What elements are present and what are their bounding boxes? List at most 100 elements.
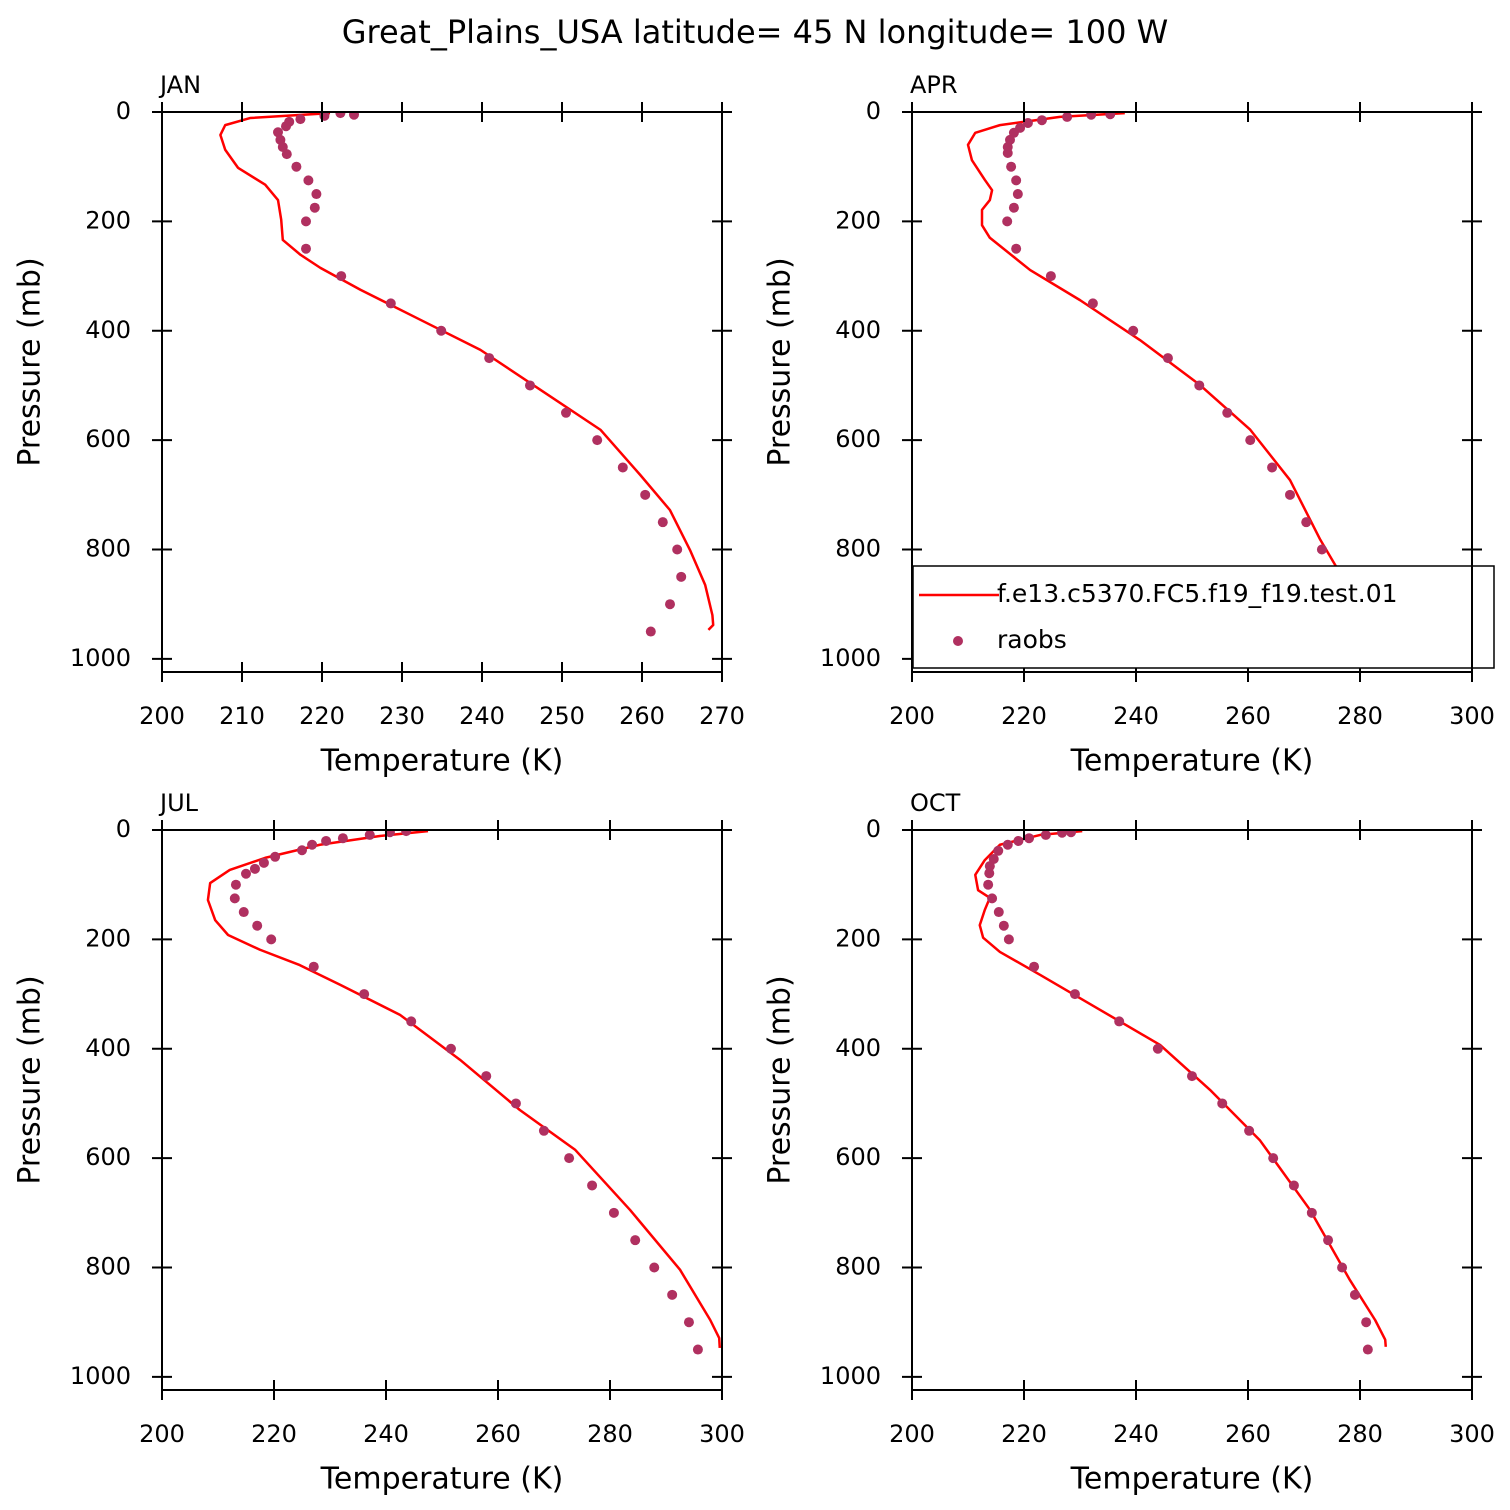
x-axis-label: Temperature (K) (320, 744, 564, 779)
x-tick-label: 250 (539, 702, 585, 730)
x-axis-label: Temperature (K) (320, 1462, 564, 1497)
y-tick-label: 200 (835, 924, 881, 952)
x-tick-label: 210 (219, 702, 265, 730)
x-tick-label: 220 (251, 1420, 297, 1448)
y-tick-label: 400 (85, 316, 131, 344)
obs-point (1285, 489, 1295, 500)
obs-point (564, 1153, 575, 1164)
figure-title: Great_Plains_USA latitude= 45 N longitud… (342, 13, 1169, 51)
obs-point (510, 1098, 521, 1109)
obs-point (993, 845, 1004, 856)
obs-point (484, 353, 495, 364)
obs-point (1323, 1235, 1334, 1246)
obs-point (1222, 407, 1233, 418)
x-axis-label: Temperature (K) (1070, 744, 1314, 779)
obs-point (1045, 271, 1056, 282)
obs-point (309, 202, 320, 213)
obs-point (1002, 148, 1013, 159)
obs-point (1268, 1153, 1279, 1164)
obs-point (1162, 353, 1173, 364)
obs-point (538, 1125, 549, 1136)
obs-point (230, 879, 241, 890)
obs-point (645, 626, 656, 637)
profile-line (206, 830, 722, 1348)
x-axis-label: Temperature (K) (1070, 1462, 1314, 1497)
obs-point (1361, 1317, 1372, 1328)
plot-frame (911, 829, 1473, 1391)
obs-point (1337, 1262, 1348, 1273)
obs-point (983, 879, 994, 890)
obs-point (301, 243, 311, 254)
obs-point (249, 863, 260, 874)
obs-point (1087, 298, 1098, 309)
obs-point (481, 1071, 492, 1082)
obs-point (1002, 839, 1013, 850)
x-tick-label: 280 (587, 1420, 633, 1448)
obs-point (303, 175, 314, 186)
obs-point (406, 1016, 417, 1027)
obs-point (1036, 115, 1047, 126)
y-tick-label: 200 (835, 206, 881, 234)
plot-area (206, 830, 722, 1355)
obs-point (1288, 1180, 1299, 1191)
obs-point (1011, 175, 1022, 186)
obs-point (1029, 961, 1040, 972)
x-tick-label: 260 (475, 1420, 521, 1448)
obs-point (1267, 462, 1278, 473)
x-tick-label: 230 (379, 702, 425, 730)
panel-label: OCT (910, 789, 961, 817)
x-tick-label: 220 (299, 702, 345, 730)
y-tick-label: 0 (116, 815, 131, 843)
obs-point (295, 114, 306, 125)
obs-point (665, 599, 675, 610)
x-tick-label: 240 (363, 1420, 409, 1448)
obs-point (1316, 544, 1327, 555)
y-tick-label: 200 (85, 924, 131, 952)
obs-point (1086, 112, 1097, 120)
obs-point (1217, 1098, 1228, 1109)
y-tick-label: 0 (866, 815, 881, 843)
obs-point (1024, 833, 1035, 844)
obs-point (1152, 1043, 1163, 1054)
x-tick-label: 220 (1001, 702, 1047, 730)
x-tick-label: 280 (1337, 702, 1383, 730)
obs-point (385, 298, 396, 309)
x-tick-label: 300 (1449, 1420, 1495, 1448)
legend-label: raobs (997, 625, 1067, 654)
obs-point (672, 544, 683, 555)
legend-marker (953, 636, 963, 646)
obs-point (252, 920, 263, 931)
x-tick-label: 300 (699, 1420, 745, 1448)
obs-point (266, 934, 277, 945)
y-tick-label: 400 (835, 316, 881, 344)
obs-point (321, 835, 332, 846)
x-tick-label: 200 (139, 1420, 185, 1448)
y-axis-label: Pressure (mb) (763, 257, 798, 466)
obs-point (587, 1180, 598, 1191)
obs-point (1306, 1207, 1317, 1218)
obs-point (238, 907, 249, 918)
obs-point (1002, 216, 1013, 227)
obs-point (1301, 517, 1312, 528)
obs-point (359, 989, 370, 1000)
x-tick-label: 300 (1449, 702, 1495, 730)
obs-point (281, 149, 292, 160)
obs-point (993, 907, 1004, 918)
y-tick-label: 1000 (820, 644, 881, 672)
obs-point (291, 161, 302, 172)
legend-label: f.e13.c5370.FC5.f19_f19.test.01 (997, 579, 1398, 608)
obs-point (336, 271, 347, 282)
y-tick-label: 600 (85, 425, 131, 453)
obs-point (401, 830, 412, 837)
obs-point (1003, 934, 1014, 945)
obs-point (984, 861, 995, 872)
obs-point (384, 830, 395, 838)
obs-point (337, 833, 348, 844)
plot-area (219, 112, 715, 637)
y-tick-label: 200 (85, 206, 131, 234)
obs-point (335, 112, 346, 119)
obs-point (1013, 835, 1024, 846)
y-tick-label: 800 (835, 535, 881, 563)
y-tick-label: 1000 (70, 1362, 131, 1390)
